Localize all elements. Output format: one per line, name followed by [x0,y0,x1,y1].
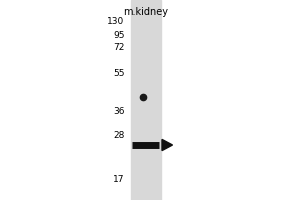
Text: 36: 36 [113,106,124,116]
Text: 55: 55 [113,68,124,77]
Text: 72: 72 [113,43,124,51]
Text: 17: 17 [113,174,124,184]
Text: 28: 28 [113,130,124,140]
Polygon shape [162,139,172,151]
Text: 130: 130 [107,17,124,25]
Text: 95: 95 [113,30,124,40]
Text: m.kidney: m.kidney [123,7,168,17]
Bar [130,0,160,200]
